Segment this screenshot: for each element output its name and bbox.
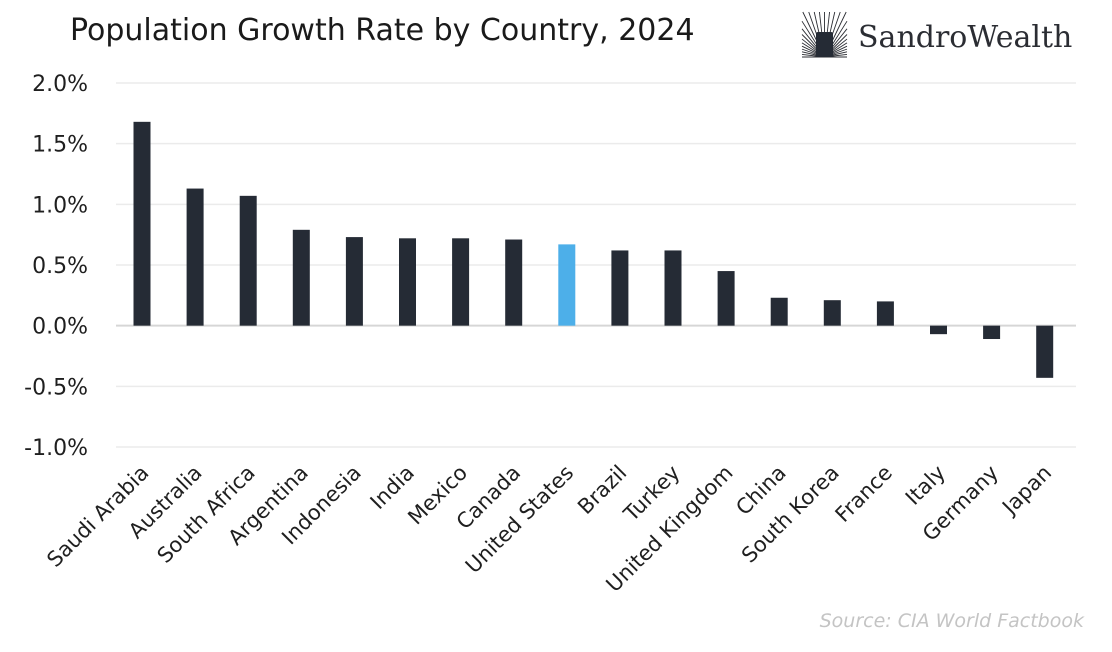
chart-title: Population Growth Rate by Country, 2024 — [70, 13, 695, 48]
y-tick-label: 1.5% — [32, 133, 88, 158]
y-tick-label: 0.5% — [32, 254, 88, 279]
bars — [133, 121, 1054, 378]
y-tick-label: 2.0% — [32, 72, 88, 97]
brand-name: SandroWealth — [858, 20, 1072, 55]
x-tick-label: France — [831, 461, 897, 527]
source-note: Source: CIA World Factbook — [820, 610, 1085, 632]
bar-saudi-arabia — [133, 121, 151, 326]
bar-south-korea — [823, 300, 841, 326]
y-tick-label: 0.0% — [32, 315, 88, 340]
y-tick-label: -0.5% — [24, 375, 88, 400]
bar-indonesia — [345, 237, 363, 326]
x-tick-label: Italy — [901, 461, 950, 510]
bar-argentina — [292, 229, 310, 326]
bar-india — [399, 238, 416, 326]
x-tick-label: Japan — [996, 461, 1056, 521]
y-tick-label: 1.0% — [32, 193, 88, 218]
sunburst-logo-icon — [801, 11, 848, 58]
bar-italy — [930, 325, 947, 335]
bar-united-kingdom — [717, 271, 735, 326]
bar-china — [770, 297, 788, 326]
bar-canada — [505, 239, 523, 326]
logo-core — [816, 32, 833, 57]
bar-australia — [186, 188, 204, 326]
y-axis-ticks: 2.0% 1.5% 1.0% 0.5% 0.0% -0.5% -1.0% — [24, 72, 88, 461]
bar-mexico — [452, 238, 470, 326]
bar-france — [876, 301, 894, 326]
gridlines — [116, 82, 1076, 448]
bar-united-states — [558, 244, 576, 326]
y-tick-label: -1.0% — [24, 436, 88, 461]
bar-japan — [1036, 325, 1054, 378]
bar-turkey — [664, 250, 682, 326]
bar-south-africa — [239, 195, 257, 326]
bar-brazil — [611, 250, 629, 326]
brand-logo: SandroWealth — [801, 11, 1072, 58]
bar-germany — [983, 325, 1001, 340]
